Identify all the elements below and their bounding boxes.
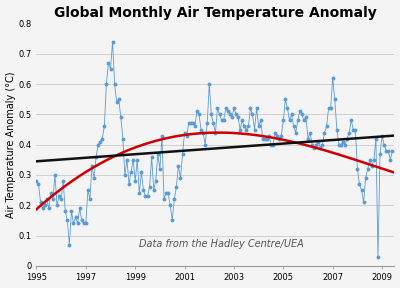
Title: Global Monthly Air Temperature Anomaly: Global Monthly Air Temperature Anomaly <box>54 5 377 20</box>
Text: Data from the Hadley Centre/UEA: Data from the Hadley Centre/UEA <box>139 239 304 249</box>
Y-axis label: Air Temperature Anomaly (°C): Air Temperature Anomaly (°C) <box>6 71 16 218</box>
